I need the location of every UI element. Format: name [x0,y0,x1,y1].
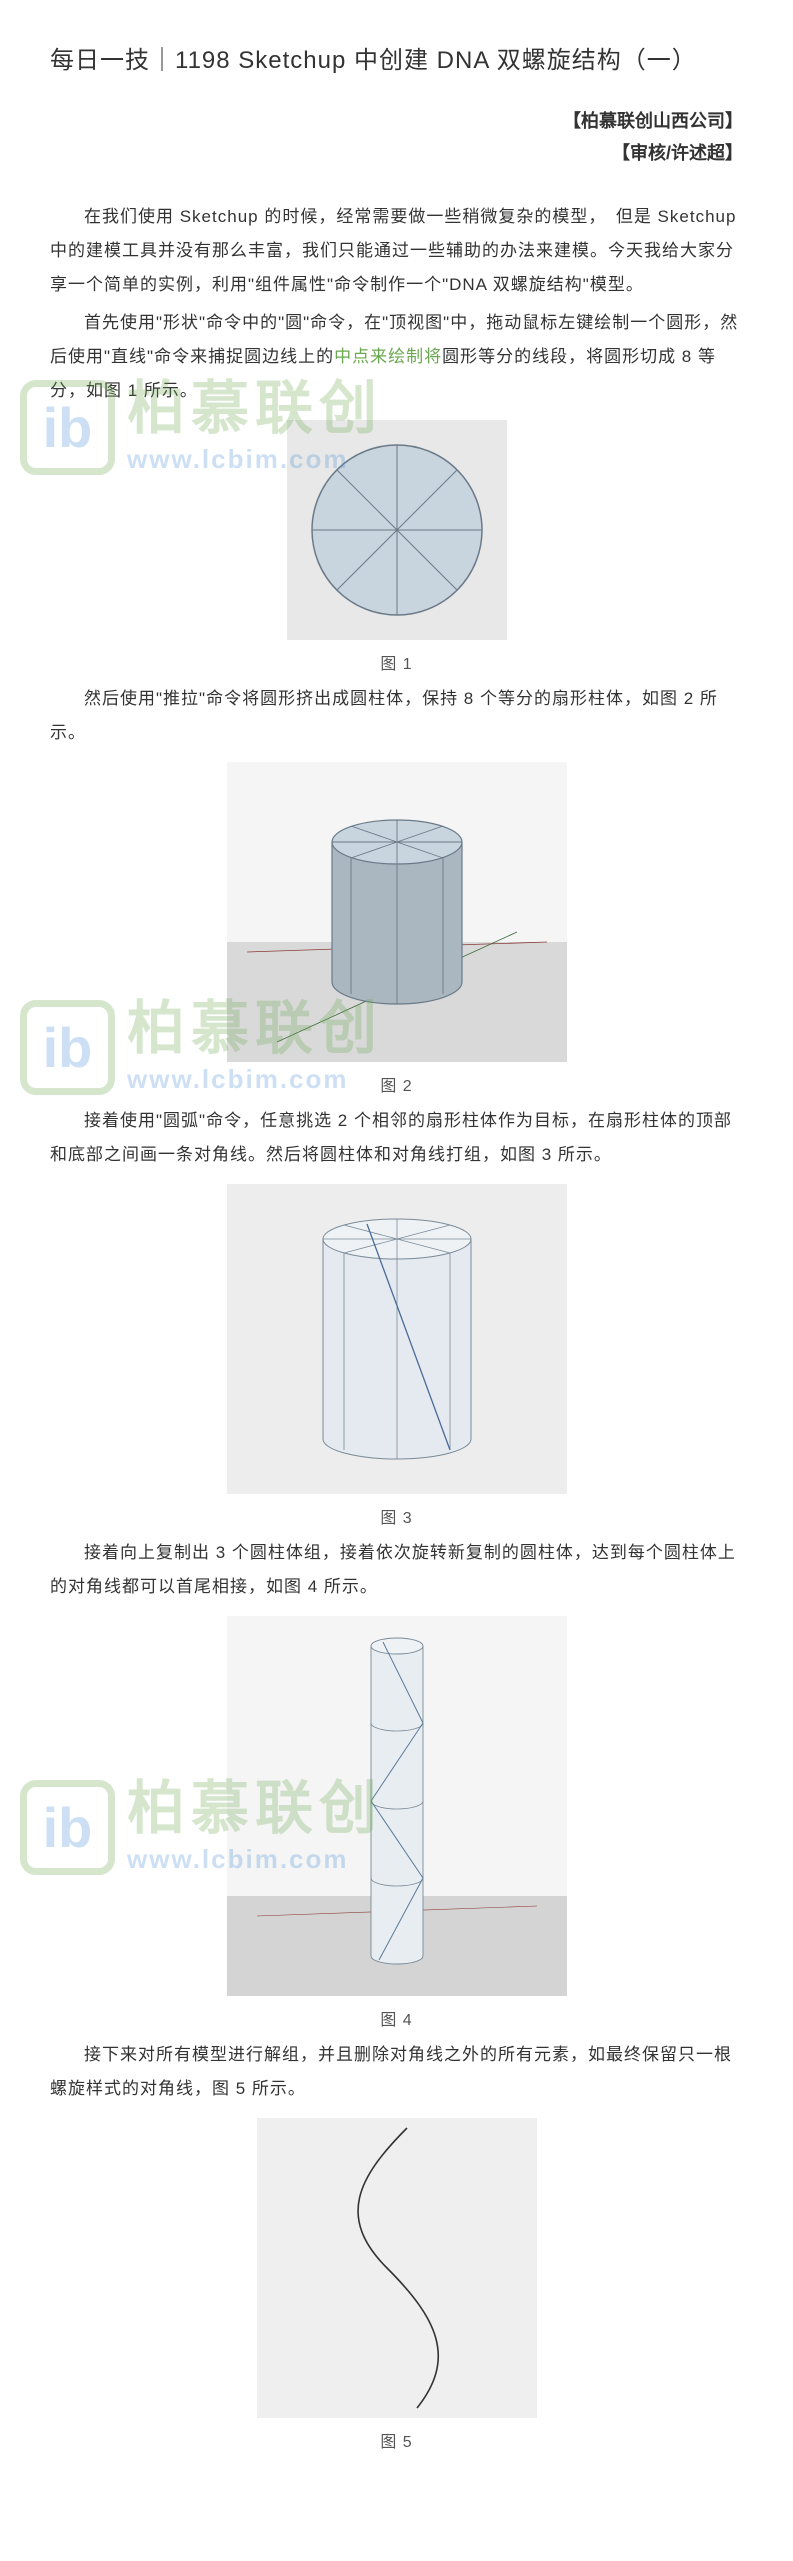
meta-block: 【柏慕联创山西公司】 【审核/许述超】 [50,105,743,170]
figure-5: 图 5 [50,2118,743,2452]
paragraph-5: 接着向上复制出 3 个圆柱体组，接着依次旋转新复制的圆柱体，达到每个圆柱体上的对… [50,1536,743,1604]
figure-5-caption: 图 5 [50,2428,743,2452]
paragraph-2-green: 中点来绘制将 [334,347,442,366]
figure-3: 图 3 [50,1184,743,1528]
paragraph-4: 接着使用"圆弧"命令，任意挑选 2 个相邻的扇形柱体作为目标，在扇形柱体的顶部和… [50,1104,743,1172]
figure-4: 图 4 [50,1616,743,2030]
figure-2-image [227,762,567,1062]
figure-2-caption: 图 2 [50,1072,743,1096]
figure-3-caption: 图 3 [50,1504,743,1528]
figure-3-image [227,1184,567,1494]
figure-2: 图 2 [50,762,743,1096]
figure-4-image [227,1616,567,1996]
paragraph-2: 首先使用"形状"命令中的"圆"命令，在"顶视图"中，拖动鼠标左键绘制一个圆形，然… [50,306,743,408]
meta-reviewer: 【审核/许述超】 [50,137,743,169]
figure-1-image [287,420,507,640]
figure-5-image [257,2118,537,2418]
paragraph-1: 在我们使用 Sketchup 的时候，经常需要做一些稍微复杂的模型， 但是 Sk… [50,200,743,302]
figure-1-caption: 图 1 [50,650,743,674]
figure-4-caption: 图 4 [50,2006,743,2030]
figure-1: 图 1 [50,420,743,674]
article-title: 每日一技｜1198 Sketchup 中创建 DNA 双螺旋结构（一） [50,40,743,75]
paragraph-3: 然后使用"推拉"命令将圆形挤出成圆柱体，保持 8 个等分的扇形柱体，如图 2 所… [50,682,743,750]
paragraph-6: 接下来对所有模型进行解组，并且删除对角线之外的所有元素，如最终保留只一根螺旋样式… [50,2038,743,2106]
meta-company: 【柏慕联创山西公司】 [50,105,743,137]
